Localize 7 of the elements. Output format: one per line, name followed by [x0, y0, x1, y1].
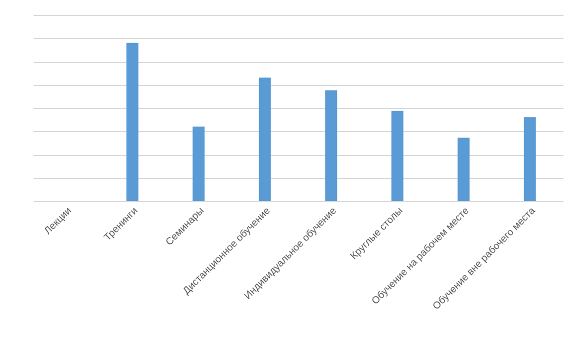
bar	[458, 138, 470, 201]
bar	[126, 42, 138, 201]
bar	[258, 78, 271, 201]
bar	[192, 126, 205, 201]
bar	[325, 90, 338, 201]
bar	[391, 110, 404, 201]
bar	[524, 117, 536, 201]
